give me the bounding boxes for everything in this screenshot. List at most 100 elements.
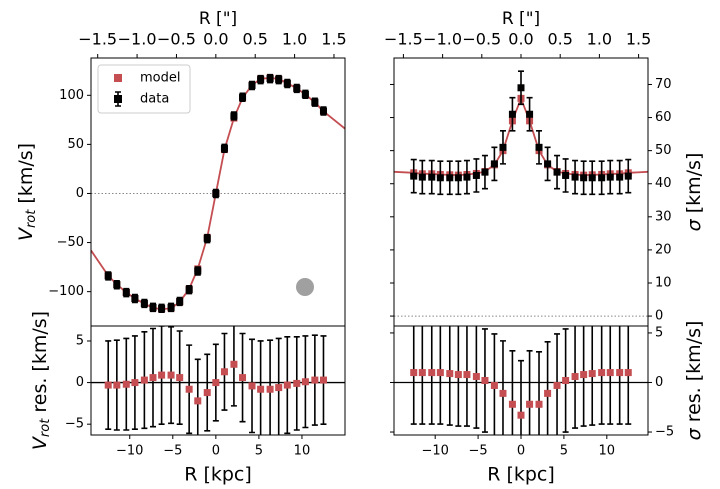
marker [616,173,624,181]
marker [220,144,228,152]
marker [571,173,579,181]
marker [598,369,606,377]
y-label-main: σ [683,218,705,231]
marker [319,107,327,115]
marker [122,380,130,388]
marker [508,110,516,118]
x-tick-label: 5 [560,444,568,459]
x-top-tick-label: 0.0 [508,30,533,49]
x-top-tick-label: −1.5 [78,30,117,49]
panel: −5 0 5 −10 −5 0 5 10 R [kpc] Vrot res. [km/s] [29,311,346,486]
marker [176,374,184,382]
marker [606,173,614,181]
y-label-rest: [km/s] [683,153,705,220]
marker [158,371,166,379]
y-tick-label: 20 [655,242,672,257]
marker [418,369,426,377]
marker [526,110,534,118]
marker [472,373,480,381]
x-top-tick-label: −0.5 [157,30,196,49]
y-tick-label: 0 [76,375,84,390]
marker [239,93,247,101]
marker [428,369,436,377]
marker [239,374,247,382]
y-label-main: V [15,226,37,241]
marker [481,377,489,384]
x-top-tick-label: 0.0 [203,30,228,49]
marker [410,369,418,377]
marker [616,369,624,377]
marker [176,297,184,305]
plot-area [394,326,648,435]
x-top-label: R ["] [502,9,540,29]
legend-marker [114,74,122,82]
marker [266,75,274,83]
legend: model data [97,64,191,114]
marker [517,84,525,92]
marker [446,174,454,182]
marker [283,80,291,88]
marker [624,369,632,377]
marker [266,385,274,393]
marker [319,376,327,384]
panel: −100 −50 0 50 100 −1.5 −1.0 −0.5 0.0 0.5 1.0 1.5 R [… [15,9,347,327]
marker [203,235,211,243]
marker [257,76,265,84]
x-top-tick-label: 1.0 [282,30,307,49]
y-tick-label: −5 [65,417,84,432]
marker [185,385,193,393]
x-tick-label: 10 [599,444,616,459]
marker [311,376,319,384]
marker [140,299,148,307]
plot-area [394,70,648,317]
x-top-label: R ["] [199,9,237,29]
legend-marker [114,95,122,103]
marker [230,112,238,120]
y-tick-label: −5 [655,425,674,440]
marker [293,379,301,387]
y-label-rest: [km/s] [15,143,37,210]
y-tick-label: 5 [655,325,663,340]
marker [553,168,561,176]
legend-label: model [140,71,180,86]
x-top-tick-label: −1.0 [423,30,462,49]
marker [220,368,228,376]
marker [301,378,309,386]
marker [463,371,471,379]
plot-area [91,326,345,435]
marker [499,143,507,151]
y-tick-label: 40 [655,176,672,191]
y-label-rest: res. [km/s] [29,311,51,419]
marker [535,143,543,151]
marker [571,373,579,381]
y-axis-label: σ res. [km/s] [683,321,705,441]
y-tick-label: 60 [655,110,672,125]
y-tick-label: 30 [655,209,672,224]
marker [212,189,220,197]
marker [149,374,157,382]
marker [158,304,166,312]
x-tick-label: 0 [212,444,220,459]
marker [553,381,561,389]
marker [598,174,606,182]
y-tick-label: 70 [655,77,672,92]
y-axis-label: Vrot res. [km/s] [29,311,53,450]
marker [490,160,498,168]
marker [588,174,596,182]
y-tick-label: 10 [655,275,672,290]
marker [194,397,202,405]
x-top-tick-label: −0.5 [462,30,501,49]
marker [454,371,462,379]
marker [580,371,588,379]
y-axis-label: σ [km/s] [683,153,705,232]
x-top-tick-label: −1.5 [384,30,423,49]
marker [499,389,507,397]
marker [481,168,489,176]
y-axis-label: Vrot [km/s] [15,143,39,241]
marker [410,172,418,180]
marker [562,377,570,384]
marker [113,281,121,289]
marker [517,411,525,419]
x-tick-label: −5 [469,444,488,459]
